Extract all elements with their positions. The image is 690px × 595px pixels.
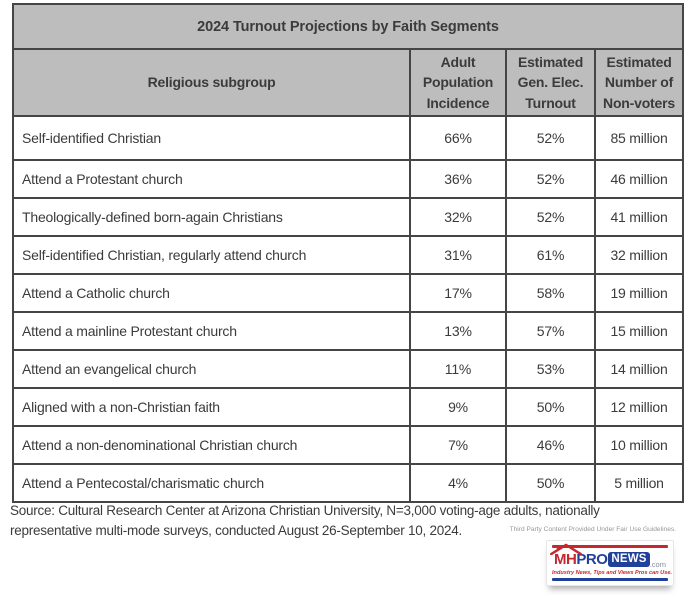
- turnout-cell: 52%: [505, 158, 596, 199]
- turnout-cell: 50%: [505, 386, 596, 427]
- turnout-cell: 58%: [505, 272, 596, 313]
- subgroup-cell: Attend a Protestant church: [12, 158, 411, 199]
- subgroup-cell: Theologically-defined born-again Christi…: [12, 196, 411, 237]
- logo-mh-text: MH: [554, 550, 577, 568]
- logo-brand: MH PRO NEWS .com: [550, 543, 668, 569]
- subgroup-cell: Attend a mainline Protestant church: [12, 310, 411, 351]
- incidence-cell: 7%: [409, 424, 507, 465]
- incidence-cell: 17%: [409, 272, 507, 313]
- column-header-estimated-turnout: Estimated Gen. Elec. Turnout: [505, 48, 596, 117]
- turnout-projections-table: 2024 Turnout Projections by Faith Segmen…: [11, 3, 685, 503]
- nonvoters-cell: 85 million: [593, 114, 685, 161]
- source-line-2: representative multi-mode surveys, condu…: [10, 523, 463, 539]
- source-citation: Source: Cultural Research Center at Ariz…: [10, 501, 600, 542]
- house-roof-icon: [550, 543, 583, 555]
- nonvoters-cell: 14 million: [593, 348, 685, 389]
- logo-pro-text: PRO: [576, 551, 608, 568]
- subgroup-cell: Self-identified Christian, regularly att…: [12, 234, 411, 275]
- logo-tagline: Industry News, Tips and Views Pros can U…: [552, 570, 672, 576]
- table-row: Attend a Pentecostal/charismatic church …: [12, 462, 685, 503]
- subgroup-cell: Attend a Catholic church: [12, 272, 411, 313]
- mhpronews-logo: MH PRO NEWS .com Industry News, Tips and…: [546, 540, 674, 586]
- column-header-estimated-nonvoters: Estimated Number of Non-voters: [593, 48, 685, 117]
- logo-bottom-bar: [552, 578, 668, 581]
- turnout-cell: 53%: [505, 348, 596, 389]
- table-row: Self-identified Christian, regularly att…: [12, 234, 685, 275]
- table-row: Attend a mainline Protestant church 13% …: [12, 310, 685, 351]
- incidence-cell: 66%: [409, 114, 507, 161]
- subgroup-cell: Aligned with a non-Christian faith: [12, 386, 411, 427]
- subgroup-cell: Attend a Pentecostal/charismatic church: [12, 462, 411, 503]
- table-title: 2024 Turnout Projections by Faith Segmen…: [11, 3, 685, 50]
- table-row: Theologically-defined born-again Christi…: [12, 196, 685, 237]
- table-row: Aligned with a non-Christian faith 9% 50…: [12, 386, 685, 427]
- nonvoters-cell: 41 million: [593, 196, 685, 237]
- table-row: Attend a Catholic church 17% 58% 19 mill…: [12, 272, 685, 313]
- nonvoters-cell: 5 million: [593, 462, 685, 503]
- turnout-cell: 61%: [505, 234, 596, 275]
- table-row: Self-identified Christian 66% 52% 85 mil…: [12, 114, 685, 161]
- nonvoters-cell: 12 million: [593, 386, 685, 427]
- nonvoters-cell: 10 million: [593, 424, 685, 465]
- turnout-cell: 52%: [505, 114, 596, 161]
- turnout-cell: 57%: [505, 310, 596, 351]
- column-header-adult-population-incidence: Adult Population Incidence: [409, 48, 507, 117]
- nonvoters-cell: 19 million: [593, 272, 685, 313]
- source-line-1: Source: Cultural Research Center at Ariz…: [10, 503, 600, 518]
- subgroup-cell: Attend an evangelical church: [12, 348, 411, 389]
- table-row: Attend an evangelical church 11% 53% 14 …: [12, 348, 685, 389]
- table-row: Attend a non-denominational Christian ch…: [12, 424, 685, 465]
- column-header-religious-subgroup: Religious subgroup: [12, 48, 411, 117]
- fair-use-notice: Third Party Content Provided Under Fair …: [509, 526, 676, 533]
- logo-news-badge: NEWS: [608, 552, 650, 567]
- nonvoters-cell: 46 million: [593, 158, 685, 199]
- table-header-row: Religious subgroup Adult Population Inci…: [12, 48, 685, 117]
- incidence-cell: 31%: [409, 234, 507, 275]
- subgroup-cell: Attend a non-denominational Christian ch…: [12, 424, 411, 465]
- incidence-cell: 13%: [409, 310, 507, 351]
- turnout-cell: 52%: [505, 196, 596, 237]
- nonvoters-cell: 15 million: [593, 310, 685, 351]
- incidence-cell: 11%: [409, 348, 507, 389]
- incidence-cell: 9%: [409, 386, 507, 427]
- logo-top-bar: [552, 545, 668, 548]
- incidence-cell: 4%: [409, 462, 507, 503]
- incidence-cell: 32%: [409, 196, 507, 237]
- turnout-cell: 46%: [505, 424, 596, 465]
- nonvoters-cell: 32 million: [593, 234, 685, 275]
- turnout-cell: 50%: [505, 462, 596, 503]
- table-row: Attend a Protestant church 36% 52% 46 mi…: [12, 158, 685, 199]
- logo-dotcom-text: .com: [649, 559, 666, 569]
- subgroup-cell: Self-identified Christian: [12, 114, 411, 161]
- table-title-row: 2024 Turnout Projections by Faith Segmen…: [11, 3, 685, 50]
- incidence-cell: 36%: [409, 158, 507, 199]
